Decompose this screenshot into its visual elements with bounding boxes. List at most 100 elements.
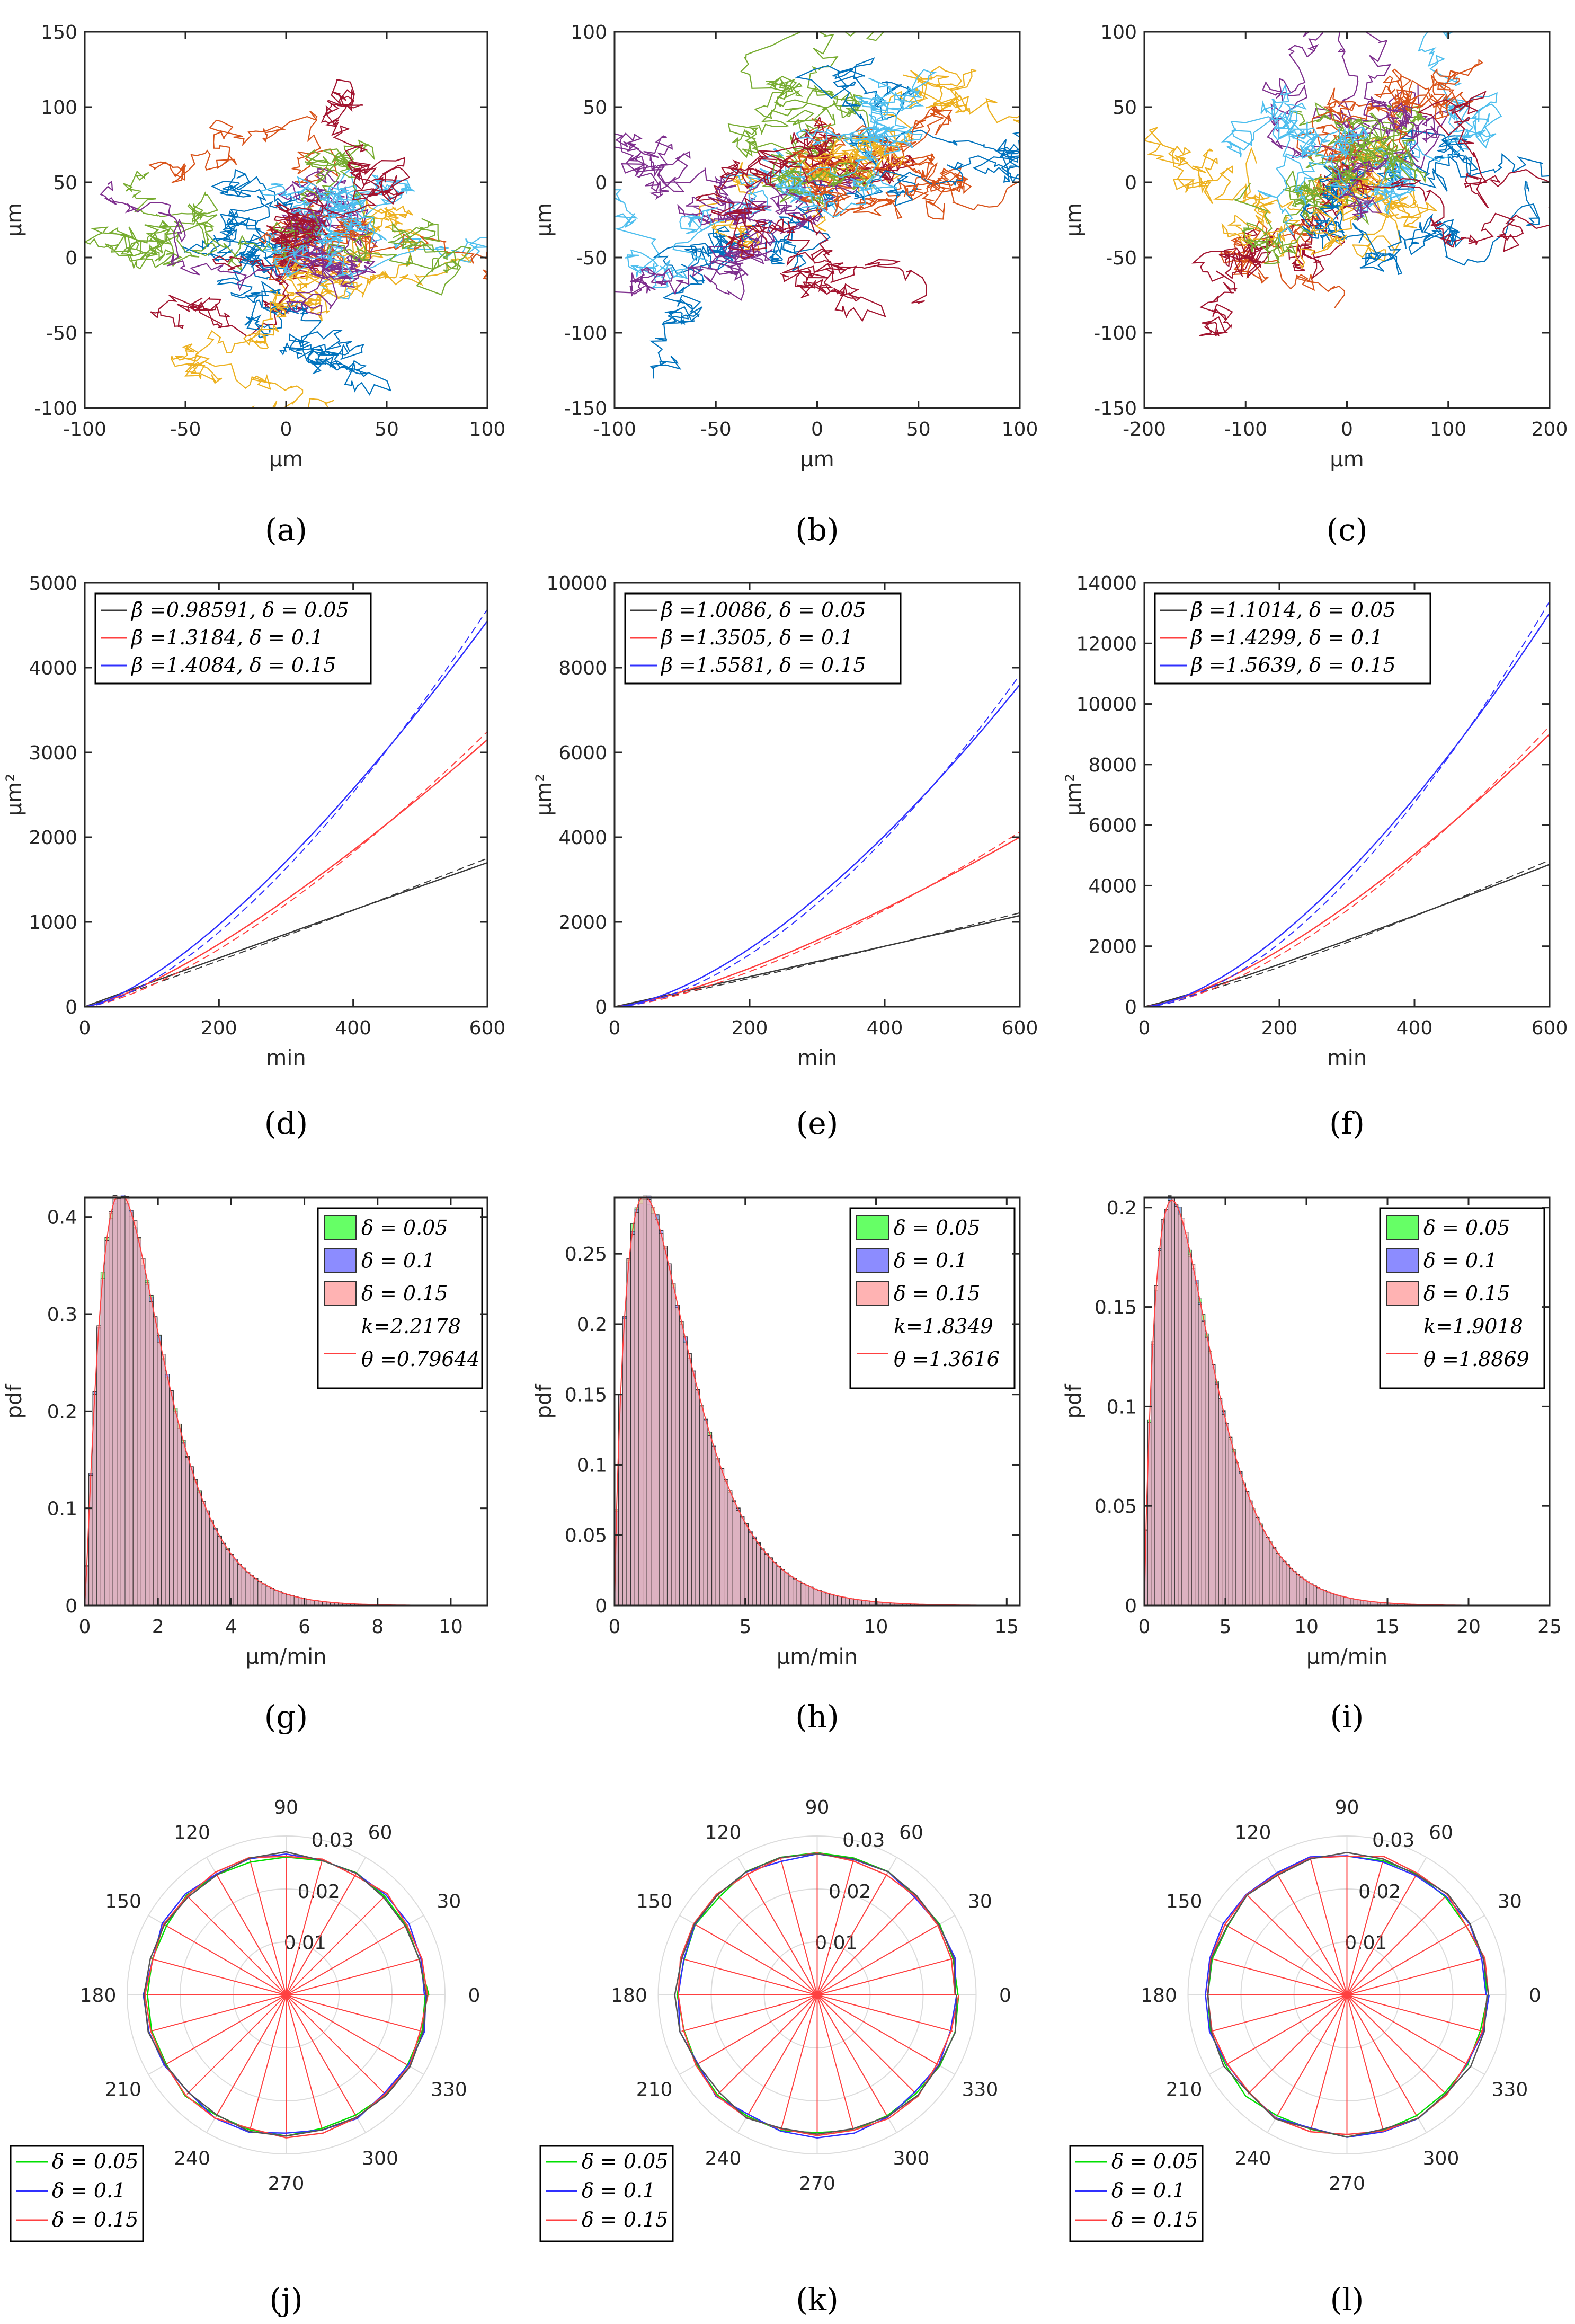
g-bar: [173, 1411, 178, 1606]
h-legend-label: δ = 0.15: [894, 1282, 981, 1305]
i-bar: [1158, 1250, 1162, 1606]
i-xtick-label: 25: [1537, 1616, 1562, 1638]
panel-label-e: (e): [796, 1105, 839, 1141]
i-bar: [1340, 1595, 1344, 1606]
i-bar: [1161, 1219, 1165, 1606]
g-axes-box: [84, 1196, 488, 1607]
a-ytick-label: -50: [46, 323, 77, 344]
i-xlabel: μm/min: [1306, 1645, 1387, 1669]
g-ylabel: pdf: [2, 1384, 26, 1419]
k-red-spoke: [816, 1873, 888, 1995]
f-msd-fit-red: [1144, 725, 1550, 1007]
c-track: [1221, 83, 1369, 244]
l-red-spoke: [1347, 1994, 1483, 2032]
panel-l: 0 30 60 90 120 150 180 210 240 270 300 330 0.01 0.02 0…: [1069, 1797, 1541, 2318]
i-bar: [1178, 1214, 1182, 1606]
h-bar: [764, 1554, 769, 1606]
i-bar: [1171, 1196, 1175, 1606]
l-red-spoke: [1346, 1859, 1384, 1995]
b-track: [778, 32, 870, 184]
g-legend-swatch: [324, 1248, 357, 1273]
h-ytick-label: 0.15: [565, 1385, 607, 1406]
h-bar: [724, 1479, 728, 1606]
i-legend-label: δ = 0.1: [1423, 1249, 1497, 1272]
g-bar: [165, 1377, 170, 1606]
h-bar: [841, 1596, 846, 1606]
l-angle-label: 300: [1423, 2148, 1460, 2169]
f-ytick-label: 2000: [1088, 936, 1137, 958]
k-rtick-label: 0.03: [842, 1830, 885, 1851]
i-bar: [1205, 1337, 1209, 1606]
g-bar: [132, 1220, 138, 1606]
j-angle-label: 210: [105, 2079, 141, 2101]
panel-f: β̄ =1.1014, δ = 0.05 β̄ =1.4299, δ = 0.1 β…: [1062, 573, 1568, 1141]
e-legend-label: β̄ =1.5581, δ = 0.15: [660, 653, 866, 677]
g-bar: [124, 1196, 130, 1606]
i-bar: [1225, 1423, 1229, 1606]
g-bar: [286, 1594, 291, 1606]
h-bar: [655, 1219, 660, 1606]
e-ytick-label: 8000: [558, 658, 607, 679]
e-ytick-label: 0: [595, 997, 607, 1018]
h-xtick-label: 5: [739, 1616, 751, 1638]
g-bar: [193, 1479, 198, 1606]
d-legend-label: β̄ =1.3184, δ = 0.1: [130, 626, 323, 649]
b-track: [649, 183, 834, 379]
h-bar: [687, 1353, 692, 1606]
c-xtick-label: 100: [1430, 419, 1466, 440]
i-bar: [1279, 1557, 1283, 1606]
c-track: [1333, 32, 1419, 222]
h-bar: [727, 1490, 733, 1606]
l-red-spoke: [1347, 1994, 1469, 2066]
j-red-spoke: [150, 1958, 287, 1995]
h-bar: [711, 1446, 716, 1606]
i-bar: [1323, 1590, 1327, 1606]
h-bar: [800, 1583, 806, 1606]
i-bar: [1357, 1599, 1361, 1606]
i-bar: [1336, 1595, 1341, 1606]
f-ytick-label: 10000: [1076, 694, 1137, 716]
d-msd-fit-blue: [84, 609, 488, 1007]
i-bar: [1195, 1283, 1199, 1606]
h-ylabel: pdf: [532, 1384, 556, 1419]
g-ytick-label: 0.1: [47, 1498, 77, 1520]
h-bar: [634, 1212, 639, 1606]
f-xlabel: min: [1327, 1046, 1367, 1070]
g-bar: [169, 1390, 174, 1606]
g-ytick-label: 0: [65, 1595, 77, 1617]
g-bar: [209, 1520, 214, 1606]
h-bar: [829, 1594, 834, 1606]
f-xtick-label: 0: [1138, 1017, 1151, 1039]
b-xtick-label: -50: [700, 419, 732, 440]
i-bar: [1249, 1500, 1253, 1606]
l-legend-label: δ = 0.15: [1111, 2208, 1198, 2231]
i-xtick-label: 15: [1375, 1616, 1400, 1638]
e-xtick-label: 200: [732, 1017, 768, 1039]
h-ytick-label: 0: [595, 1595, 607, 1617]
b-track: [695, 150, 886, 322]
j-red-spoke: [186, 1895, 287, 1995]
k-angle-label: 120: [705, 1822, 742, 1844]
j-red-spoke: [215, 1873, 287, 1995]
k-red-spoke: [695, 1924, 818, 1995]
l-angle-label: 270: [1329, 2173, 1365, 2195]
e-ylabel: μm²: [532, 774, 556, 816]
a-ytick-label: 50: [53, 172, 77, 194]
g-bar: [197, 1491, 202, 1606]
panel-label-i: (i): [1330, 1699, 1364, 1735]
b-xtick-label: 50: [906, 419, 931, 440]
d-msd-red: [84, 739, 488, 1008]
g-bar: [306, 1599, 311, 1606]
i-bar: [1222, 1414, 1226, 1606]
i-legend-swatch: [1386, 1215, 1419, 1240]
k-rose-black: [674, 1853, 957, 2135]
b-trajectories: [615, 32, 1020, 379]
a-xtick-label: -50: [170, 419, 201, 440]
g-bar: [109, 1211, 113, 1606]
f-ytick-label: 12000: [1076, 633, 1137, 655]
f-msd-fit-blue: [1144, 601, 1550, 1007]
h-bar: [813, 1589, 817, 1606]
g-bar: [273, 1590, 279, 1606]
k-angle-label: 240: [705, 2148, 742, 2169]
d-xtick-label: 200: [201, 1017, 237, 1039]
